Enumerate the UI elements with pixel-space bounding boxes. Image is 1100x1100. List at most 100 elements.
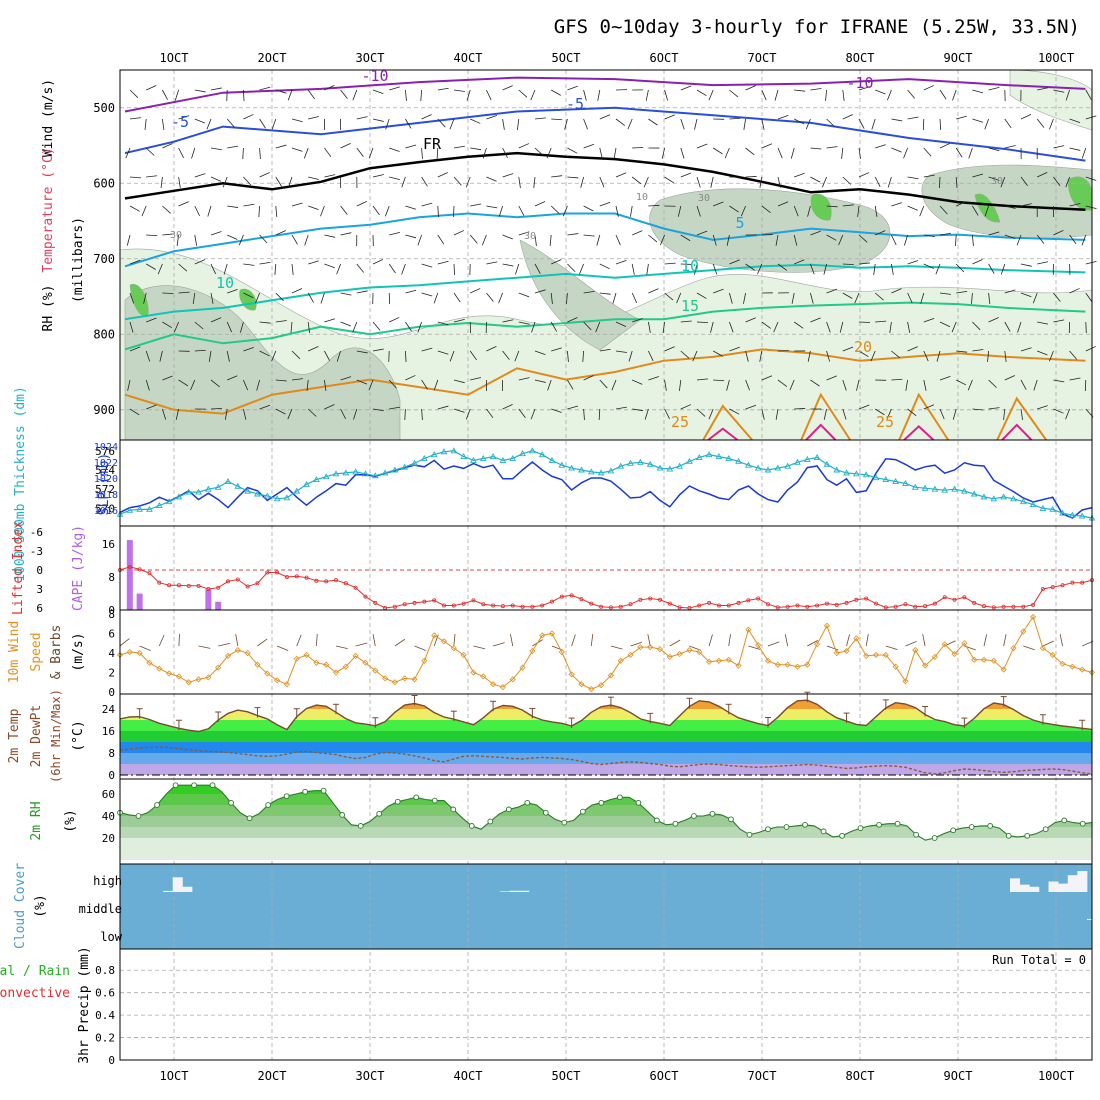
wind-barb xyxy=(680,234,691,242)
wind10-barb xyxy=(885,645,898,650)
wind-barb xyxy=(1020,114,1032,120)
lifted-index-point xyxy=(333,578,338,583)
wind-barb xyxy=(907,176,919,180)
wind-barb xyxy=(761,321,771,329)
wind-barb xyxy=(841,147,844,159)
wind-barb xyxy=(465,176,471,188)
wind-barb xyxy=(550,321,558,332)
wind-barb xyxy=(826,350,831,362)
lifted-index-point xyxy=(432,598,437,603)
wind10-barb xyxy=(767,641,780,647)
wind-barb xyxy=(388,263,396,274)
rh2m-point xyxy=(413,794,420,801)
wind-barb xyxy=(793,321,804,329)
wind-barb xyxy=(805,118,811,130)
wind10-speed-point xyxy=(480,673,487,680)
wind-barb xyxy=(1037,87,1049,91)
wind-barb xyxy=(729,205,739,213)
rh-shade-1 xyxy=(124,285,401,441)
lifted-index-point xyxy=(422,599,427,604)
thickness-point xyxy=(195,488,202,495)
wind-barb xyxy=(858,118,865,129)
wind-barb xyxy=(631,263,635,275)
wind-barb xyxy=(145,350,151,362)
lifted-index-point xyxy=(461,601,466,606)
wind10-barb xyxy=(218,643,230,647)
wind10-speed-point xyxy=(735,662,742,669)
background-fills xyxy=(119,69,1093,949)
cape-bar xyxy=(126,540,133,610)
lifted-index-point xyxy=(137,567,142,572)
temp-contour-25-d xyxy=(996,396,1048,441)
wind-barb xyxy=(956,115,967,120)
x-tick-bottom: 5OCT xyxy=(552,1069,581,1083)
wind-barb xyxy=(743,118,746,130)
wind10-speed-point xyxy=(224,652,232,659)
cloud-cell xyxy=(509,890,520,892)
thickness-point xyxy=(617,462,625,469)
rh2m-point xyxy=(246,815,253,822)
wind-barb xyxy=(729,292,733,304)
rh2m-point xyxy=(635,799,642,806)
wind-barb xyxy=(904,234,908,246)
wind10-barb xyxy=(414,645,426,651)
wind-barb xyxy=(680,350,690,359)
wind-barb xyxy=(437,405,449,410)
rh-bands xyxy=(120,785,1092,860)
wind-barb xyxy=(1085,89,1092,100)
wind-barb xyxy=(453,408,465,413)
thickness-point xyxy=(440,448,448,455)
wind-barb xyxy=(972,205,979,216)
wind-barb xyxy=(988,86,1000,91)
wind10-barb xyxy=(1059,634,1063,647)
wind-barb xyxy=(984,205,989,217)
thickness-point xyxy=(882,476,890,483)
wind10-speed-point xyxy=(676,650,683,658)
wind-barb xyxy=(923,147,932,157)
wind-barb xyxy=(340,143,351,149)
wind-barb xyxy=(613,147,617,159)
wind-barb xyxy=(1033,379,1038,391)
x-tick-bottom: 3OCT xyxy=(356,1069,385,1083)
lifted-index-point xyxy=(1070,580,1075,585)
wind-barb xyxy=(274,263,277,275)
wind-barb xyxy=(384,205,390,217)
wind-barb xyxy=(420,89,422,101)
wind-barb xyxy=(291,147,303,152)
wind-barb xyxy=(307,321,310,333)
lifted-index-point xyxy=(667,601,672,606)
wind10-barb xyxy=(492,642,505,647)
wind-barb xyxy=(356,350,368,354)
lifted-index-point xyxy=(844,600,849,605)
wind-barb xyxy=(518,89,528,98)
lifted-index-point xyxy=(530,604,535,609)
lifted-index-ylabel: Lifted Index xyxy=(11,521,26,615)
wind-barb xyxy=(518,377,530,381)
wind-barb xyxy=(793,234,798,246)
lifted-index-point xyxy=(766,602,771,607)
wind10-tick: 6 xyxy=(108,628,115,641)
wind-barb xyxy=(388,379,397,389)
wind-barb xyxy=(874,176,881,187)
wind10-speed-point xyxy=(1049,651,1056,659)
wind-barb xyxy=(308,116,319,120)
rh-shade-8 xyxy=(810,193,832,221)
wind-barb xyxy=(421,202,433,207)
thickness-point xyxy=(204,485,212,492)
lifted-index-point xyxy=(216,585,221,590)
wind-barb xyxy=(956,201,967,207)
wind10-speed-point xyxy=(794,663,801,670)
cloud-ylabel-unit: (%) xyxy=(33,894,48,917)
wind-barb xyxy=(967,379,973,391)
wind10-speed-point xyxy=(764,657,772,664)
wind-barb xyxy=(874,205,878,217)
temp-contour-25-b xyxy=(800,392,852,441)
wind-barb xyxy=(696,205,701,217)
wind-barb xyxy=(873,263,876,275)
wind-barb xyxy=(794,259,805,265)
wind-barb xyxy=(745,404,757,410)
wind-barb xyxy=(842,263,854,266)
wind-barb xyxy=(546,147,552,159)
wind-barb xyxy=(696,292,707,299)
wind-barb xyxy=(486,115,497,120)
